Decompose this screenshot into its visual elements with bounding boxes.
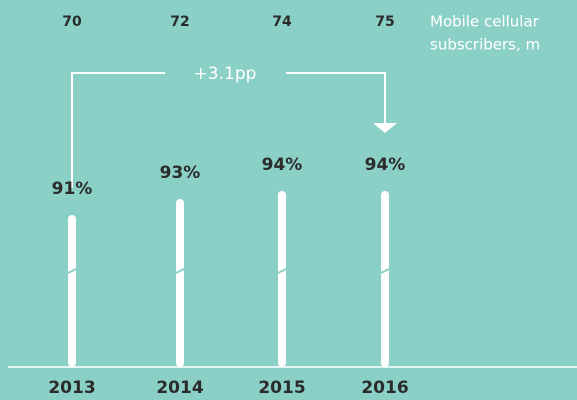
x-tick-label: 2013: [48, 378, 95, 398]
secondary-legend: Mobile cellular: [430, 13, 540, 31]
arrow-head: [373, 123, 397, 133]
bar: [381, 191, 389, 367]
secondary-value: 74: [272, 14, 292, 30]
axis-break: [275, 267, 289, 275]
secondary-value: 70: [62, 14, 82, 30]
bracket-left: [71, 72, 165, 188]
x-tick-label: 2014: [156, 378, 203, 398]
axis-break: [65, 267, 79, 275]
annotation: +3.1pp: [194, 64, 257, 84]
bracket-right: [286, 72, 386, 124]
bar: [278, 191, 286, 367]
secondary-value: 75: [375, 14, 394, 30]
bar: [68, 215, 76, 367]
axis-break: [378, 267, 392, 275]
secondary-legend: subscribers, m: [430, 36, 540, 54]
value-label: 94%: [262, 155, 303, 175]
axis-break: [173, 267, 187, 275]
value-label: 94%: [365, 155, 406, 175]
x-tick-label: 2015: [258, 378, 305, 398]
value-label: 91%: [52, 179, 93, 199]
secondary-value: 72: [170, 14, 189, 30]
x-tick-label: 2016: [361, 378, 408, 398]
value-label: 93%: [160, 163, 201, 183]
annotation-bracket: [71, 72, 386, 188]
bar: [176, 199, 184, 367]
